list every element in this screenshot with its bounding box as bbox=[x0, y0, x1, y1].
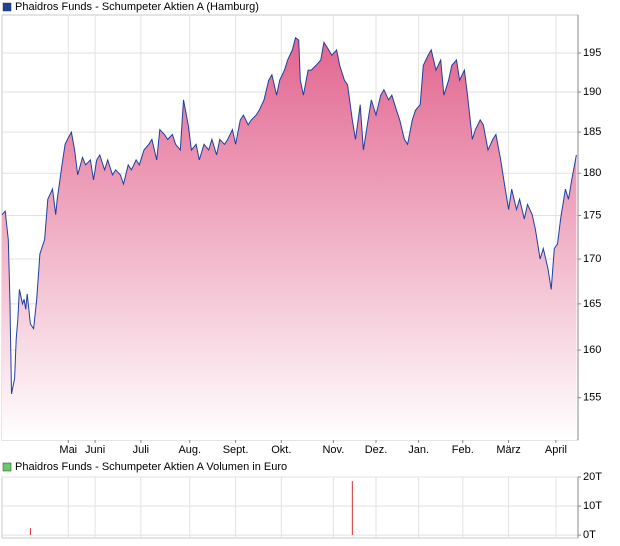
y-tick-label: 175 bbox=[583, 209, 601, 221]
x-tick-label: April bbox=[545, 444, 567, 456]
y-tick-label: 190 bbox=[583, 86, 601, 98]
y-tick-label: 195 bbox=[583, 47, 601, 59]
y-tick-label: 155 bbox=[583, 392, 601, 404]
plot-area bbox=[1, 476, 579, 539]
bar bbox=[351, 481, 353, 536]
legend-swatch bbox=[2, 462, 12, 472]
x-tick-label: Nov. bbox=[322, 444, 344, 456]
x-tick-label: Mai bbox=[59, 444, 77, 456]
y-tick-label: 10T bbox=[583, 500, 602, 512]
bar bbox=[29, 528, 31, 536]
legend-label: Phaidros Funds - Schumpeter Aktien A Vol… bbox=[15, 461, 287, 473]
line bbox=[1, 36, 577, 394]
y-tick-label: 160 bbox=[583, 344, 601, 356]
area bbox=[2, 37, 577, 440]
y-tick-label: 185 bbox=[583, 126, 601, 138]
x-tick-label: Feb. bbox=[452, 444, 474, 456]
y-tick-label: 170 bbox=[583, 253, 601, 265]
x-tick-label: März bbox=[496, 444, 520, 456]
y-tick-label: 180 bbox=[583, 167, 601, 179]
legend-swatch bbox=[2, 2, 12, 12]
x-tick-label: Sept. bbox=[223, 444, 249, 456]
x-tick-label: Dez. bbox=[365, 444, 388, 456]
x-tick-label: Okt. bbox=[271, 444, 291, 456]
legend-label: Phaidros Funds - Schumpeter Aktien A (Ha… bbox=[15, 1, 259, 13]
y-tick-label: 165 bbox=[583, 298, 601, 310]
x-tick-label: Aug. bbox=[178, 444, 201, 456]
y-tick-label: 0T bbox=[583, 529, 596, 541]
x-tick-label: Juli bbox=[133, 444, 150, 456]
x-tick-label: Jan. bbox=[408, 444, 429, 456]
x-tick-label: Juni bbox=[85, 444, 105, 456]
y-tick-label: 20T bbox=[583, 471, 602, 483]
